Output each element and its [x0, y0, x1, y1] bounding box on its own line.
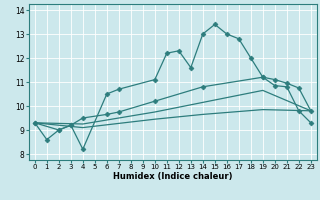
X-axis label: Humidex (Indice chaleur): Humidex (Indice chaleur): [113, 172, 233, 181]
